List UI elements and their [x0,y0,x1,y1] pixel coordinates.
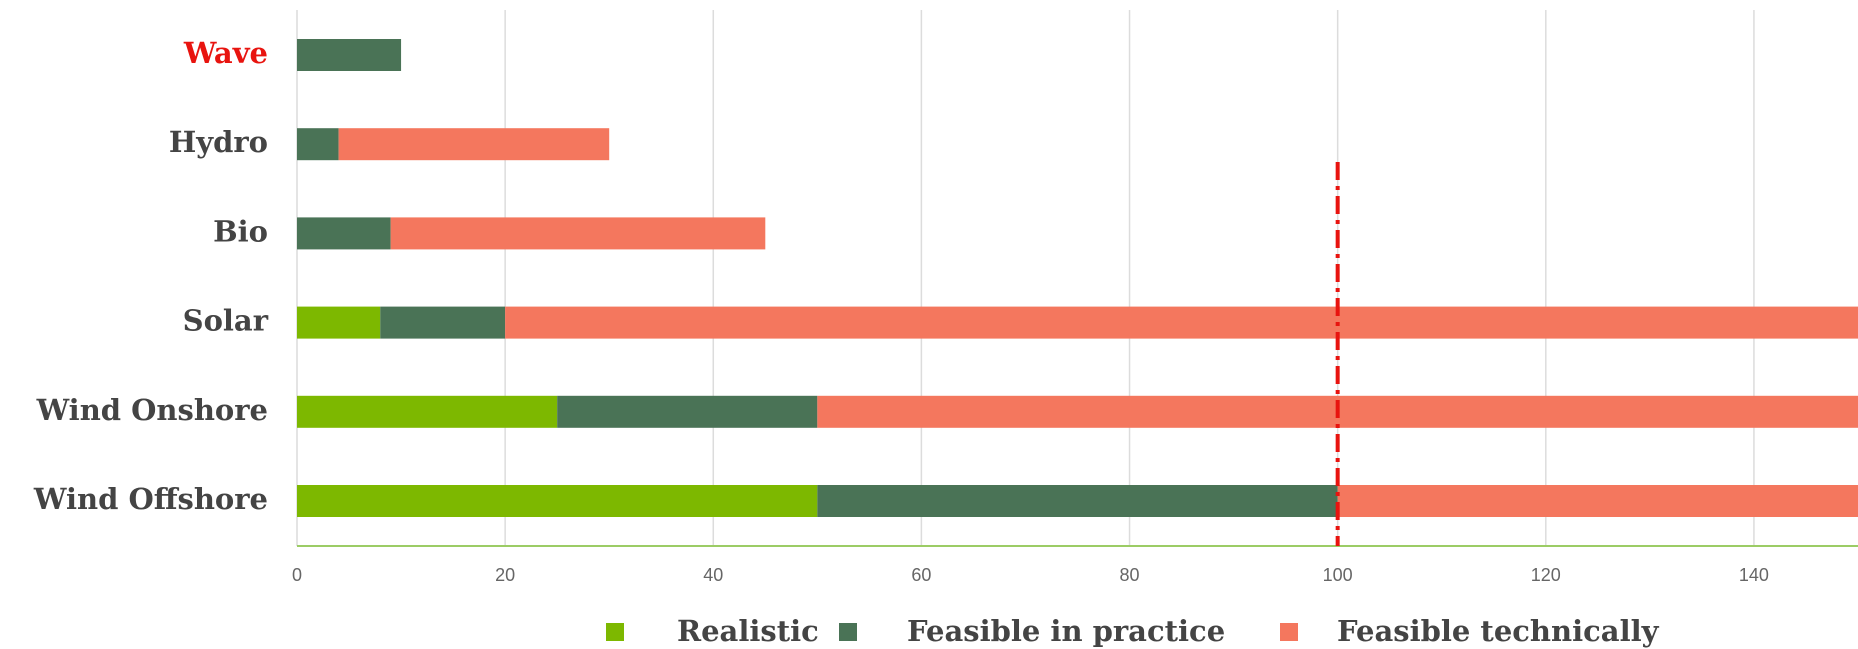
plot-area [297,39,1858,517]
bar-segment [1337,485,1858,517]
bar-segment [297,217,391,250]
bar-segment [297,39,402,71]
bar-segment [338,128,610,161]
bar-segment [505,306,1858,339]
x-tick-label: 20 [495,565,515,585]
x-tick-label: 60 [911,565,931,585]
bar-segment [297,395,558,428]
category-label: Solar [183,304,269,338]
x-tick-label: 140 [1739,565,1769,585]
x-tick-label: 40 [703,565,723,585]
x-tick-label: 0 [292,565,302,585]
legend-swatch [606,623,624,641]
x-tick-label: 120 [1531,565,1561,585]
legend-swatch [839,623,857,641]
category-label: Wind Onshore [36,393,268,427]
bar-segment [557,395,818,428]
category-label: Bio [213,214,268,248]
bar-segment [297,128,339,161]
legend-swatch [1280,623,1298,641]
category-label: Wind Offshore [33,482,268,516]
legend-label: Feasible in practice [907,614,1225,648]
category-label: Hydro [169,125,268,159]
category-label: Wave [183,36,268,70]
x-tick-label: 100 [1323,565,1353,585]
bar-segment [297,485,818,517]
x-tick-label: 80 [1120,565,1140,585]
legend-label: Feasible technically [1337,614,1660,648]
bar-segment [380,306,506,339]
bar-segment [390,217,766,250]
bar-segment [817,485,1338,517]
bar-segment [297,306,381,339]
legend-label: Realistic [677,614,819,648]
